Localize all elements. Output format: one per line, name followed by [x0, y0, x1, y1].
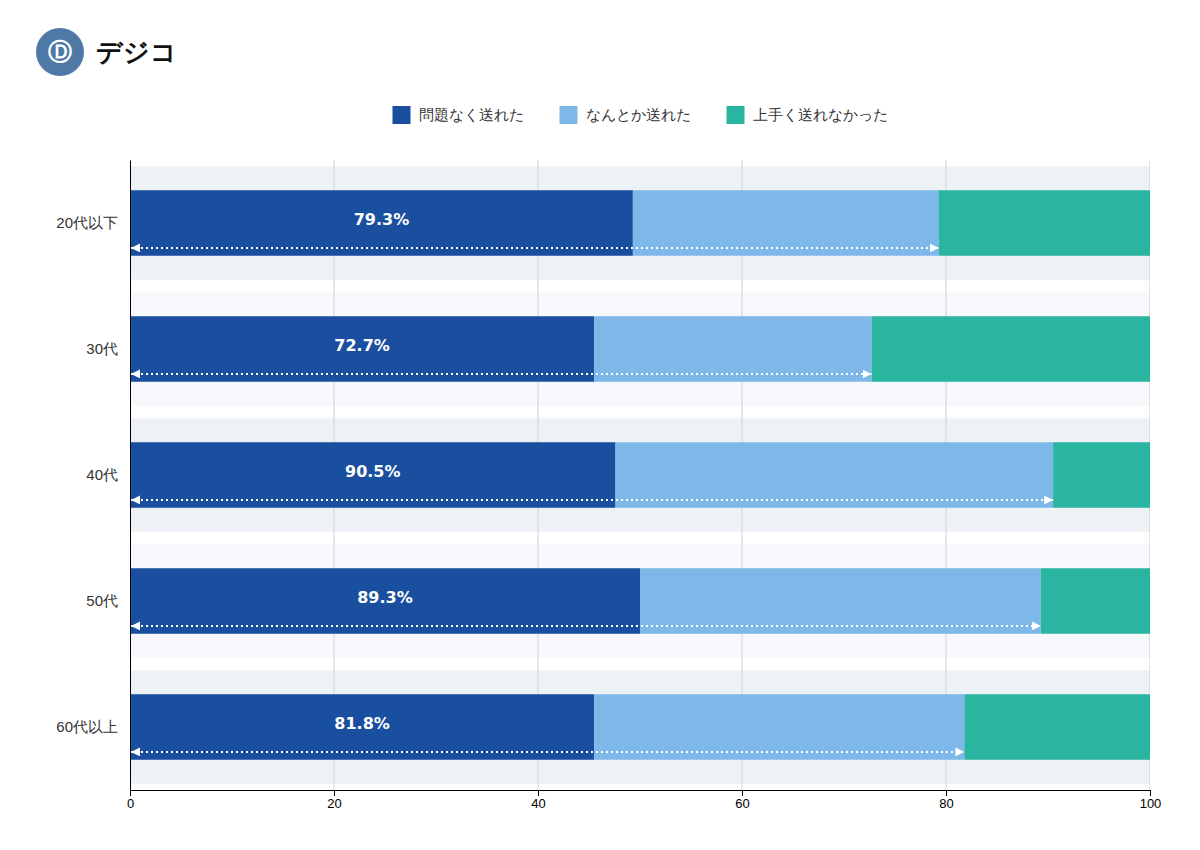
bar — [130, 568, 640, 634]
logo-text: デジコ — [96, 37, 177, 67]
row-bands — [130, 166, 1150, 783]
legend-label: なんとか送れた — [586, 106, 691, 124]
legend-item: なんとか送れた — [560, 106, 691, 125]
bar — [872, 316, 1150, 382]
bar — [130, 190, 633, 256]
tick-mark — [742, 790, 743, 796]
plot-marks — [130, 160, 1150, 790]
tick: 60 — [735, 790, 749, 811]
bar — [130, 694, 594, 760]
bar — [1041, 568, 1150, 634]
bar — [640, 568, 1041, 634]
row-band — [130, 166, 1150, 279]
series — [594, 190, 1053, 760]
row-band — [130, 670, 1150, 783]
legend-swatch — [393, 106, 411, 124]
bar — [1053, 442, 1150, 508]
value-labels: 79.3% 72.7% 90.5% 89.3% 81.8% — [334, 210, 412, 733]
tick-label: 50代 — [86, 592, 118, 609]
tick: 80 — [939, 790, 953, 811]
tick-label: 60代以上 — [56, 718, 118, 735]
logo-circle — [36, 28, 84, 76]
tick-mark — [946, 790, 947, 796]
legend-item: 問題なく送れた — [393, 106, 524, 125]
tick: 20 — [327, 790, 341, 811]
tick-label: 20代以下 — [56, 214, 118, 231]
tick-mark — [334, 790, 335, 796]
range-arrow — [131, 751, 964, 753]
bar — [633, 190, 939, 256]
tick-label: 40 — [531, 796, 545, 811]
series — [872, 190, 1150, 760]
row-band — [130, 292, 1150, 405]
value-label: 90.5% — [345, 462, 401, 481]
legend-label: 上手く送れなかった — [753, 106, 888, 124]
axis-line — [130, 161, 131, 791]
range-arrow — [131, 373, 872, 375]
tick: 100 — [1140, 790, 1162, 811]
tick-label: 80 — [939, 796, 953, 811]
y-axis: 20代以下 30代 40代 50代 60代以上 — [56, 161, 130, 791]
value-label: 72.7% — [334, 336, 390, 355]
logo-mark: Ⓓ — [48, 38, 72, 66]
bars — [130, 190, 1150, 760]
bar — [616, 442, 1054, 508]
range-arrow — [131, 625, 1041, 627]
legend-swatch — [727, 106, 745, 124]
value-label: 79.3% — [354, 210, 410, 229]
tick: 40 — [531, 790, 545, 811]
bar — [594, 316, 871, 382]
grid — [130, 160, 1150, 790]
row-band — [130, 418, 1150, 531]
legend: 問題なく送れた なんとか送れた 上手く送れなかった — [393, 106, 888, 125]
legend-swatch — [560, 106, 578, 124]
logo: Ⓓ デジコ — [36, 28, 177, 76]
range-arrow — [131, 247, 939, 249]
bar — [594, 694, 964, 760]
range-arrow — [131, 499, 1053, 501]
tick: 20代以下 — [56, 214, 130, 231]
tick-label: 0 — [127, 796, 134, 811]
value-label: 81.8% — [334, 714, 390, 733]
series — [130, 190, 640, 760]
chart: 79.3% 72.7% 90.5% 89.3% 81.8% 0 20 40 60 80 100 20代… — [0, 0, 1200, 850]
bar — [130, 442, 616, 508]
legend-item: 上手く送れなかった — [727, 106, 888, 125]
bar — [939, 190, 1150, 256]
tick-label: 20 — [327, 796, 341, 811]
tick-label: 60 — [735, 796, 749, 811]
tick: 40代 — [86, 466, 130, 483]
grid-line — [130, 160, 131, 790]
legend-label: 問題なく送れた — [419, 106, 524, 124]
tick-label: 100 — [1140, 796, 1162, 811]
bar — [964, 694, 1150, 760]
tick: 0 — [127, 790, 134, 811]
tick-label: 40代 — [86, 466, 118, 483]
tick: 50代 — [86, 592, 130, 609]
tick-mark — [130, 790, 131, 796]
tick-mark — [538, 790, 539, 796]
axis-line — [131, 791, 1151, 797]
value-label: 89.3% — [357, 588, 413, 607]
tick-mark — [1150, 790, 1151, 796]
plot-area: 79.3% 72.7% 90.5% 89.3% 81.8% 0 20 40 60 80 100 20代… — [56, 160, 1161, 811]
x-axis: 0 20 40 60 80 100 — [127, 790, 1161, 811]
tick-label: 30代 — [86, 340, 118, 357]
bar — [130, 316, 594, 382]
tick: 30代 — [86, 340, 130, 357]
tick: 60代以上 — [56, 718, 130, 735]
arrows — [131, 248, 1053, 752]
row-band — [130, 544, 1150, 657]
